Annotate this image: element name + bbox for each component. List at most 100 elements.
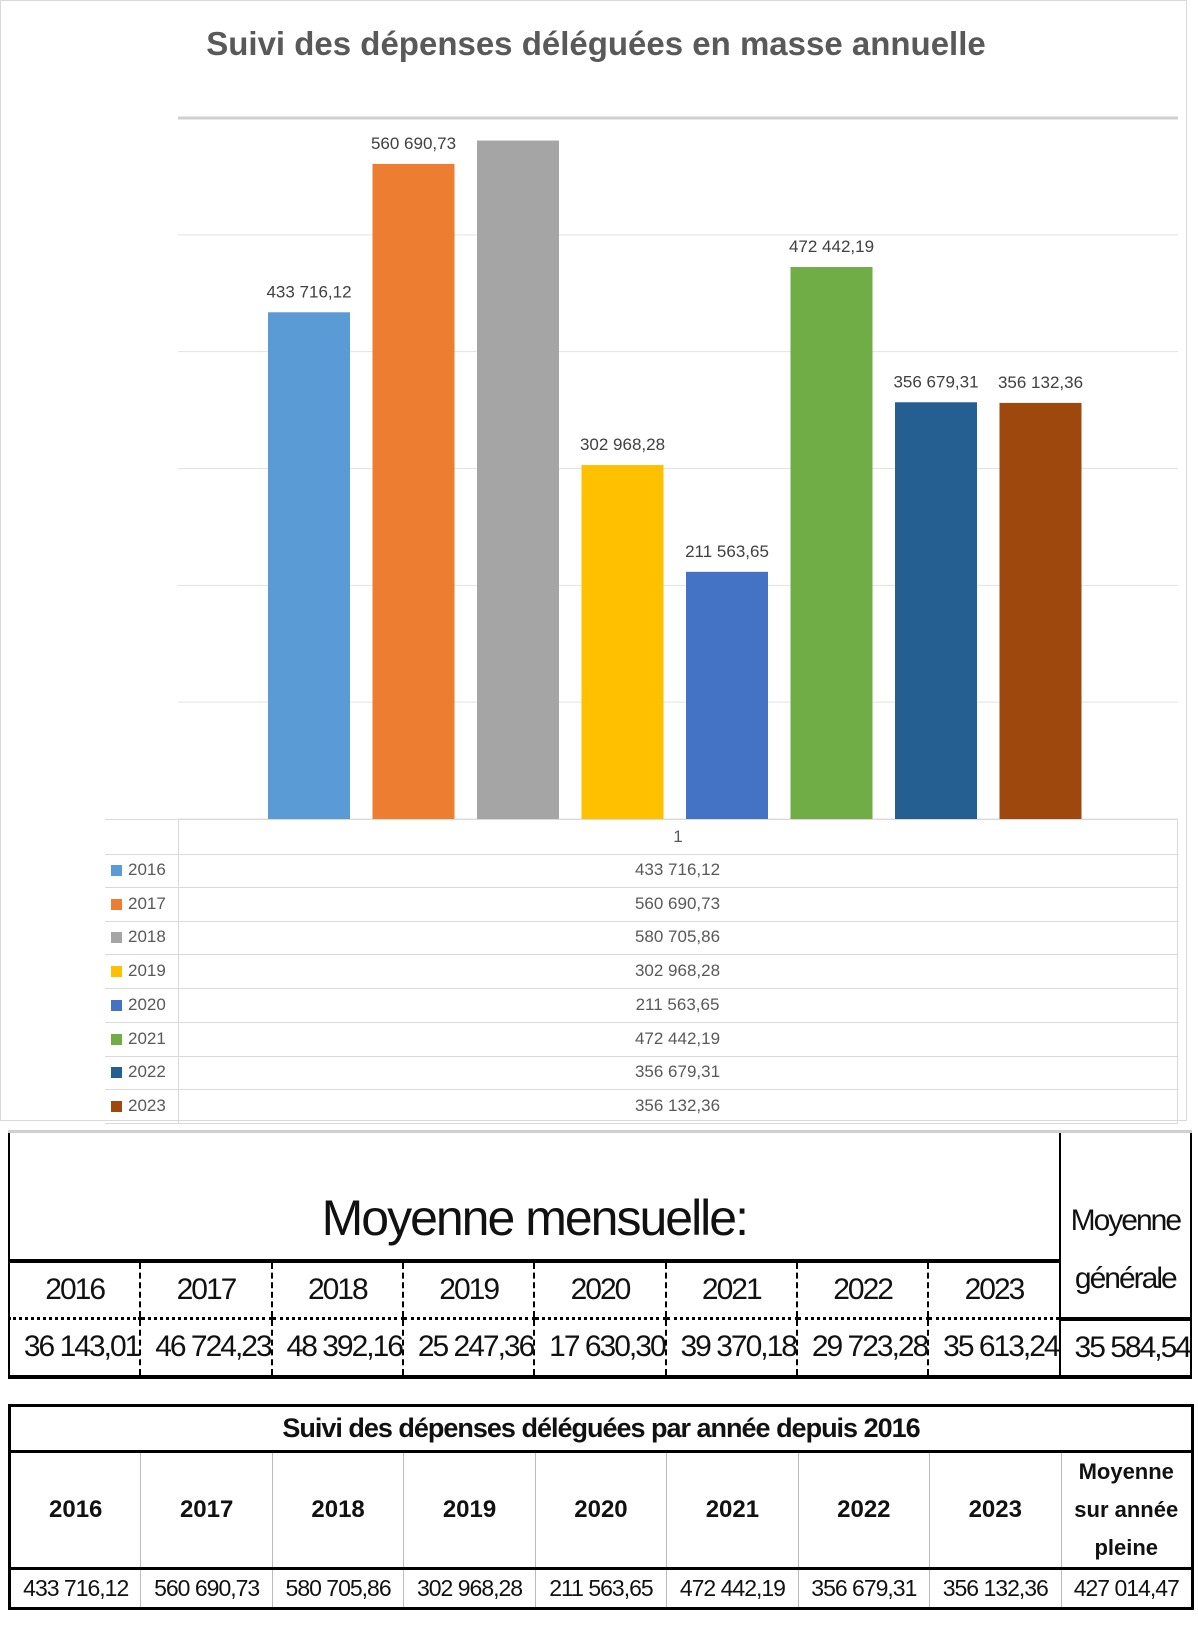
data-label-2021: 472 442,19 [789,237,874,256]
bar-2021 [790,267,873,819]
yearly-values-row: 433 716,12 560 690,73 580 705,86 302 968,28… [8,1568,1193,1609]
data-table-row: 2020 211 563,65 [105,987,1178,1023]
category-row: 1 [105,819,1178,855]
yearly-year-2022: 2022 [797,1451,931,1570]
legend-label: 2017 [128,893,166,913]
yearly-value-2021: 472 442,19 [666,1568,799,1609]
legend-swatch-icon [111,865,122,876]
data-table-value: 560 690,73 [178,886,1178,921]
monthly-year-2019: 2019 [401,1260,535,1320]
data-table-row: 2017 560 690,73 [105,886,1178,922]
data-table-row: 2016 433 716,12 [105,853,1178,888]
yearly-year-2019: 2019 [403,1451,536,1570]
monthly-title: Moyenne mensuelle: [8,1131,1060,1263]
monthly-value-2018: 48 392,16 [270,1318,404,1379]
data-label-2019: 302 968,28 [580,435,665,454]
monthly-years-row: 2016 2017 2018 2019 2020 2021 2022 2023 [7,1260,1191,1320]
general-label-1: Moyenne [1070,1203,1182,1237]
data-table-row: 2018 580 705,86 [105,920,1178,956]
legend-label: 2022 [128,1062,166,1082]
legend-label: 2016 [128,860,166,879]
yearly-table: Suivi des dépenses déléguées par année d… [8,1404,1194,1610]
data-table-row: 2019 302 968,28 [105,954,1178,990]
yearly-average-label: Moyenne [1078,1459,1174,1484]
data-table-value: 433 716,12 [178,853,1178,887]
yearly-average-label: sur année [1074,1497,1179,1522]
legend-swatch-icon [111,898,122,910]
data-table-value: 302 968,28 [178,954,1178,989]
plot-area: 433 716,12 560 690,73 302 968,28 211 563,65… [178,116,1178,820]
legend-label: 2023 [128,1095,166,1115]
yearly-value-2023: 356 132,36 [929,1568,1062,1609]
chart-title: Suivi des dépenses déléguées en masse an… [206,25,986,62]
monthly-value-2023: 35 613,24 [927,1318,1061,1379]
monthly-value-2017: 46 724,23 [139,1318,273,1379]
data-table-row: 2022 356 679,31 [105,1055,1178,1091]
data-table-value: 211 563,65 [178,987,1178,1022]
data-table-value: 356 132,36 [178,1088,1178,1123]
monthly-year-2016: 2016 [7,1260,141,1320]
bar-2019 [581,465,664,819]
monthly-year-2022: 2022 [795,1260,929,1320]
bar-2018 [477,140,559,819]
legend-label: 2018 [128,927,166,947]
bar-2022 [895,402,977,819]
monthly-average-table: Moyenne mensuelle: Moyenne générale 2016… [7,1130,1193,1379]
general-label-2: générale [1074,1261,1178,1295]
monthly-value-2019: 25 247,36 [401,1318,535,1379]
bar-2020 [686,571,768,819]
yearly-year-2020: 2020 [534,1451,668,1570]
chart-area: 433 716,12 560 690,73 302 968,28 211 563,65… [0,0,1187,1124]
bar-2023 [999,402,1082,819]
yearly-title: Suivi des dépenses déléguées par année d… [9,1405,1193,1453]
yearly-year-2016: 2016 [8,1451,142,1570]
data-label-2020: 211 563,65 [685,542,769,561]
monthly-year-2018: 2018 [270,1260,403,1320]
legend-label: 2020 [128,994,166,1014]
legend-swatch-icon [111,1033,122,1045]
yearly-value-2019: 302 968,28 [403,1568,536,1609]
legend-entry: 2019 [105,954,179,989]
yearly-year-2021: 2021 [666,1451,799,1570]
yearly-year-2018: 2018 [271,1451,405,1570]
legend-entry: 2018 [105,920,179,955]
monthly-year-2023: 2023 [927,1260,1060,1320]
category-label: 1 [178,820,1178,854]
legend-entry: 2022 [105,1055,179,1090]
data-table-row: 2021 472 442,19 [105,1021,1178,1057]
legend-label: 2019 [128,961,166,981]
monthly-value-2022: 29 723,28 [795,1318,929,1379]
legend-swatch-icon [111,932,122,944]
monthly-value-2021: 39 370,18 [664,1318,798,1379]
data-label-2022: 356 679,31 [893,372,978,391]
legend-label: 2021 [128,1028,166,1048]
monthly-value-2020: 17 630,30 [533,1318,667,1379]
yearly-average-value: 427 014,47 [1060,1568,1193,1609]
bar-2017 [372,163,455,819]
yearly-average-header: Moyenne sur année pleine [1060,1451,1193,1570]
general-average-value: 35 584,54 [1058,1318,1192,1379]
monthly-values-row: 36 143,01 46 724,23 48 392,16 25 247,36 17 6… [7,1318,1192,1379]
data-table-row: 2023 356 132,36 [105,1088,1178,1124]
legend-entry: 2017 [105,886,179,921]
yearly-year-2017: 2017 [140,1451,273,1570]
monthly-year-2020: 2020 [533,1260,666,1320]
data-table-value: 472 442,19 [178,1021,1178,1056]
yearly-value-2020: 211 563,65 [534,1568,668,1609]
legend-swatch-icon [111,1067,122,1079]
yearly-average-label: pleine [1094,1535,1159,1560]
legend-entry: 2021 [105,1021,179,1056]
general-average-header: Moyenne générale [1058,1131,1193,1321]
data-label-2017: 560 690,73 [371,134,456,153]
data-label-2023: 356 132,36 [998,373,1083,392]
yearly-year-2023: 2023 [929,1451,1062,1570]
data-table-value: 356 679,31 [178,1055,1178,1090]
legend-entry: 2020 [105,987,179,1022]
bar-2016 [268,312,350,819]
monthly-year-2021: 2021 [664,1260,797,1320]
legend-entry: 2023 [105,1088,179,1123]
data-table-value: 580 705,86 [178,920,1178,955]
legend-swatch-icon [111,1100,122,1112]
data-label-2016: 433 716,12 [266,282,351,301]
